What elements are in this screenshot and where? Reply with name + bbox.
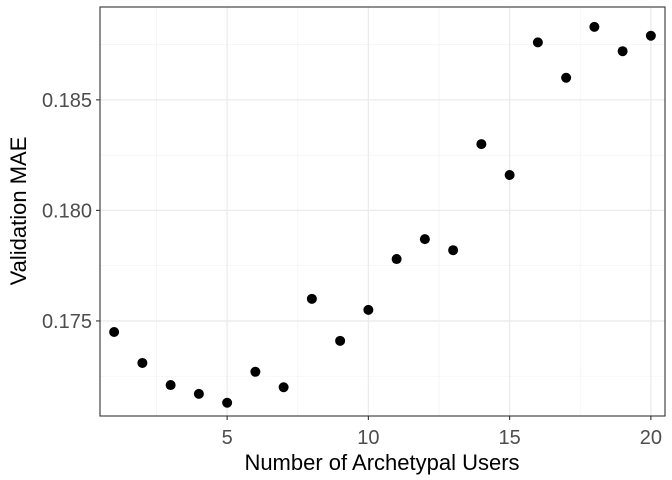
data-point <box>476 139 487 150</box>
data-point <box>617 46 628 57</box>
data-point <box>448 245 459 256</box>
data-point <box>250 366 261 377</box>
data-point <box>137 357 148 368</box>
data-point <box>193 388 204 399</box>
data-point <box>589 21 600 32</box>
data-point <box>109 326 120 337</box>
data-point <box>165 380 176 391</box>
x-tick-label: 20 <box>640 427 662 449</box>
data-point <box>504 170 515 181</box>
data-point <box>561 72 572 83</box>
plot-border <box>99 6 666 417</box>
y-axis-title: Validation MAE <box>6 137 31 286</box>
data-point <box>335 335 346 346</box>
x-tick-label: 15 <box>499 427 521 449</box>
data-point <box>532 37 543 48</box>
data-point <box>363 304 374 315</box>
data-point <box>391 254 402 265</box>
plot-panel <box>100 7 665 416</box>
x-tick-label: 5 <box>222 427 233 449</box>
data-point <box>419 234 430 245</box>
data-points <box>109 21 656 408</box>
data-point <box>306 293 317 304</box>
y-tick-label: 0.185 <box>42 90 92 112</box>
y-tick-label: 0.175 <box>42 311 92 333</box>
data-point <box>222 397 233 408</box>
x-tick-label: 10 <box>357 427 379 449</box>
major-grid <box>100 7 665 416</box>
minor-grid <box>100 7 665 416</box>
data-point <box>278 382 289 393</box>
y-tick-label: 0.180 <box>42 200 92 222</box>
x-axis-title: Number of Archetypal Users <box>244 450 519 475</box>
y-axis-ticks: 0.175 0.180 0.185 <box>42 90 100 333</box>
x-axis-ticks: 5 10 15 20 <box>222 416 662 449</box>
data-point <box>645 30 656 41</box>
